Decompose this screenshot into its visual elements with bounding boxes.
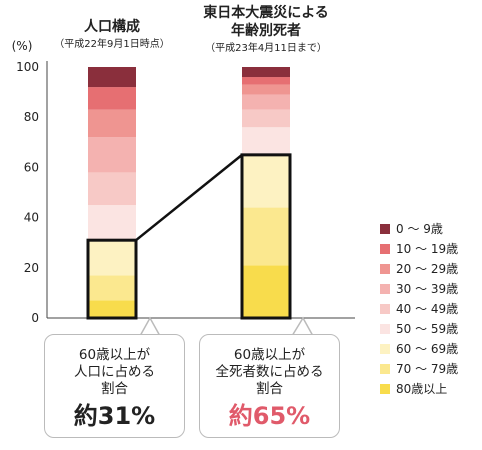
legend-label: 20 ～ 29歳 <box>396 262 458 276</box>
callout-population-line-2: 人口に占める <box>74 364 155 380</box>
bar-segment <box>88 275 136 301</box>
category-title: 東日本大震災による <box>203 4 329 21</box>
callout-deaths-value: 約65% <box>228 402 311 430</box>
bar-segment <box>88 67 136 88</box>
highlight-box <box>86 238 138 320</box>
bar-segment <box>242 84 290 95</box>
y-tick-label: 0 <box>31 311 39 325</box>
bar-segment <box>242 109 290 128</box>
bar-segment <box>88 87 136 110</box>
legend-swatch <box>380 324 390 334</box>
callout-pointer <box>139 316 161 337</box>
bar-segment <box>88 240 136 276</box>
bar-segment <box>242 207 290 266</box>
bar-segment <box>88 109 136 138</box>
highlight-box <box>240 153 292 320</box>
y-tick-label: 20 <box>24 261 39 275</box>
callout-population-line-3: 割合 <box>101 381 128 397</box>
bar-segment <box>242 77 290 85</box>
legend-label: 60 ～ 69歳 <box>396 342 458 356</box>
callout-deaths-line-3: 割合 <box>256 381 283 397</box>
callout-deaths-line-2: 全死者数に占める <box>215 364 324 380</box>
legend-label: 0 ～ 9歳 <box>396 222 443 236</box>
bar-segment <box>88 205 136 241</box>
category-subtitle: （平成23年4月11日まで） <box>205 41 327 54</box>
legend-swatch <box>380 384 390 394</box>
bar-segment <box>88 172 136 206</box>
legend-swatch <box>380 304 390 314</box>
legend-label: 40 ～ 49歳 <box>396 302 458 316</box>
y-axis-unit: (%) <box>12 39 33 53</box>
legend-swatch <box>380 264 390 274</box>
legend-label: 10 ～ 19歳 <box>396 242 458 256</box>
legend-swatch <box>380 244 390 254</box>
category-subtitle: （平成22年9月1日時点） <box>54 37 169 50</box>
y-tick-label: 100 <box>16 60 39 74</box>
bar-segment <box>242 67 290 78</box>
legend-label: 80歳以上 <box>396 382 447 396</box>
bar-segment <box>242 265 290 318</box>
callout-pointer <box>291 316 314 337</box>
bar-segment <box>242 127 290 155</box>
bar-segment <box>88 137 136 173</box>
bar-segment <box>88 300 136 318</box>
connector-line <box>135 153 243 242</box>
callout-population-line-1: 60歳以上が <box>78 347 151 363</box>
category-title: 年齢別死者 <box>231 22 301 39</box>
bar-segment <box>242 94 290 110</box>
legend-label: 30 ～ 39歳 <box>396 282 458 296</box>
y-tick-label: 40 <box>24 211 39 225</box>
legend-swatch <box>380 344 390 354</box>
y-tick-label: 60 <box>24 160 39 174</box>
callout-deaths: 60歳以上が 全死者数に占める 割合 約65% <box>199 334 340 438</box>
legend-label: 70 ～ 79歳 <box>396 362 458 376</box>
category-title: 人口構成 <box>84 18 140 35</box>
callout-population: 60歳以上が 人口に占める 割合 約31% <box>44 334 185 438</box>
callout-population-value: 約31% <box>73 402 156 430</box>
legend-swatch <box>380 224 390 234</box>
bar-segment <box>242 154 290 208</box>
legend-swatch <box>380 284 390 294</box>
legend-label: 50 ～ 59歳 <box>396 322 458 336</box>
y-tick-label: 80 <box>24 110 39 124</box>
callout-deaths-line-1: 60歳以上が <box>233 347 306 363</box>
legend-swatch <box>380 364 390 374</box>
